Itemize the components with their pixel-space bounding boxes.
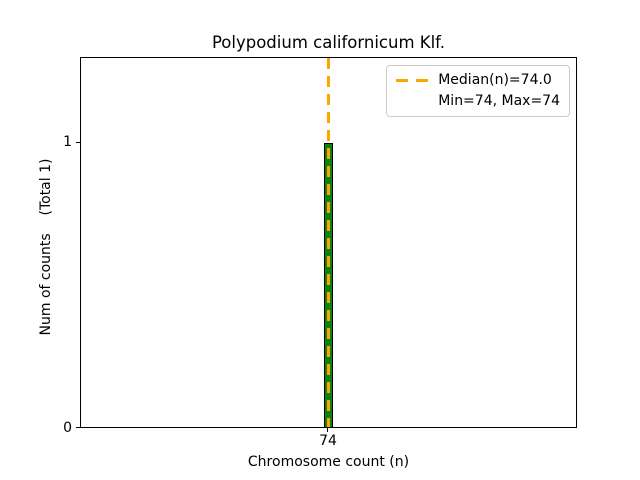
x-axis-label: Chromosome count (n): [247, 454, 410, 470]
plot-area: Median(n)=74.0 Min=74, Max=74: [80, 57, 577, 428]
y-tick-mark-0: [76, 427, 80, 428]
legend-label-minmax: Min=74, Max=74: [438, 93, 560, 109]
y-tick-label-0: 0: [63, 420, 72, 436]
legend-entry-median: Median(n)=74.0: [396, 72, 560, 89]
chart-title: Polypodium californicum Klf.: [211, 33, 446, 52]
legend-entry-minmax: Min=74, Max=74: [396, 93, 560, 110]
y-axis-label: Num of counts (Total 1): [38, 158, 54, 336]
legend-spacer: [396, 100, 429, 103]
x-tick-mark-74: [327, 428, 328, 432]
median-dashed-line: [327, 58, 330, 427]
orange-dashed-line-icon: [396, 79, 430, 82]
x-tick-label-74: 74: [319, 433, 337, 449]
legend-label-median: Median(n)=74.0: [438, 72, 552, 88]
legend-box: Median(n)=74.0 Min=74, Max=74: [386, 65, 570, 117]
y-tick-label-1: 1: [63, 134, 72, 150]
y-tick-mark-1: [76, 142, 80, 143]
